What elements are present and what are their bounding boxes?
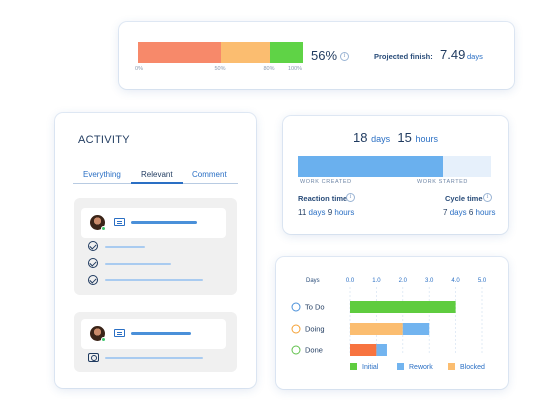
days-unit: days	[371, 134, 391, 144]
info-icon[interactable]: i	[483, 193, 492, 202]
legend-label: Blocked	[460, 364, 485, 371]
activity-card: ACTIVITY Everything Relevant Comment	[55, 113, 256, 388]
time-card: 18 days 15 hours WORK CREATED WORK START…	[283, 116, 508, 234]
info-icon[interactable]: i	[346, 193, 355, 202]
bar-blocked	[350, 344, 377, 356]
progress-tick: 100%	[287, 66, 303, 72]
category-label: To Do	[305, 303, 325, 312]
check-circle-icon	[88, 258, 98, 268]
active-tab-indicator	[131, 182, 183, 184]
activity-entry[interactable]	[74, 312, 237, 372]
days-value: 18	[353, 130, 368, 145]
cycle-hours: 6	[468, 208, 474, 217]
tab-relevant[interactable]: Relevant	[141, 170, 173, 179]
id-card-icon	[114, 329, 125, 337]
status-icon	[291, 345, 301, 355]
legend-label: Initial	[362, 364, 379, 371]
tab-comment[interactable]: Comment	[192, 170, 227, 179]
progress-bar	[138, 42, 303, 63]
reaction-days-unit: days	[308, 208, 326, 217]
online-status-dot	[101, 226, 106, 231]
info-icon[interactable]: i	[340, 52, 349, 61]
tab-everything[interactable]: Everything	[83, 170, 121, 179]
status-icon	[291, 302, 301, 312]
progress-segment-final	[270, 42, 303, 63]
camera-icon	[88, 353, 99, 362]
placeholder-line	[105, 246, 145, 248]
bar-rework	[376, 344, 387, 356]
x-axis-title: Days	[306, 278, 320, 284]
time-bar	[298, 156, 491, 177]
placeholder-line	[131, 332, 191, 335]
check-circle-icon	[88, 275, 98, 285]
reaction-time-label: Reaction time	[298, 194, 348, 203]
reaction-time-value: 11 days 9 hours	[298, 208, 354, 217]
online-status-dot	[101, 337, 106, 342]
progress-segment-middle	[220, 42, 270, 63]
chart-card: Days 0.0 1.0 2.0 3.0 4.0 5.0 To Do Doing Done Init…	[276, 257, 508, 389]
x-tick-label: 3.0	[425, 278, 434, 284]
x-tick-label: 5.0	[478, 278, 487, 284]
time-total: 18 days 15 hours	[283, 130, 508, 145]
reaction-days: 11	[298, 208, 307, 217]
cycle-days: 7	[443, 208, 448, 217]
activity-tabs: Everything Relevant Comment	[73, 167, 238, 184]
bar-blocked	[350, 323, 403, 335]
cycle-time-label: Cycle time	[445, 194, 483, 203]
cycle-days-unit: days	[449, 208, 467, 217]
placeholder-line	[105, 263, 171, 265]
category-label: Done	[305, 346, 323, 355]
x-tick-label: 1.0	[372, 278, 381, 284]
activity-entry-header	[81, 319, 226, 349]
x-tick-label: 0.0	[346, 278, 355, 284]
legend-label: Rework	[409, 364, 433, 371]
projected-finish-value: 7.49	[440, 47, 466, 62]
hours-unit: hours	[415, 134, 438, 144]
cycle-time-value: 7 days 6 hours	[443, 208, 496, 217]
progress-card: 0% 50% 80% 100% 56% i Projected finish: …	[119, 22, 514, 89]
hours-value: 15	[397, 130, 412, 145]
progress-tick: 80%	[263, 66, 275, 72]
status-icon	[291, 324, 301, 334]
progress-percent: 56%	[311, 48, 338, 63]
id-card-icon	[114, 218, 125, 226]
progress-segment-initial	[138, 42, 221, 63]
cycle-hours-unit: hours	[475, 208, 496, 217]
stacked-bar-chart: Days 0.0 1.0 2.0 3.0 4.0 5.0 To Do Doing Done Init…	[291, 278, 487, 371]
legend-swatch	[448, 363, 455, 370]
bar-rework	[402, 323, 430, 335]
progress-ticks: 0% 50% 80% 100%	[135, 66, 308, 76]
placeholder-line	[105, 357, 203, 359]
legend-swatch	[350, 363, 357, 370]
category-label: Doing	[305, 325, 325, 334]
placeholder-line	[105, 279, 203, 281]
x-tick-label: 2.0	[399, 278, 408, 284]
activity-entry[interactable]	[74, 198, 237, 295]
work-started-label: WORK STARTED	[417, 179, 468, 185]
reaction-hours-unit: hours	[334, 208, 355, 217]
x-tick-label: 4.0	[451, 278, 460, 284]
progress-tick: 50%	[214, 66, 226, 72]
projected-finish-unit: days	[467, 52, 483, 61]
activity-entry-header	[81, 208, 226, 238]
placeholder-line	[131, 221, 197, 224]
time-bar-fill	[298, 156, 443, 177]
work-created-label: WORK CREATED	[300, 179, 352, 185]
progress-tick: 0%	[135, 66, 143, 72]
legend-swatch	[397, 363, 404, 370]
bar-initial	[350, 301, 456, 313]
reaction-hours: 9	[327, 208, 333, 217]
activity-title: ACTIVITY	[78, 134, 130, 146]
projected-finish-label: Projected finish:	[374, 52, 433, 61]
check-circle-icon	[88, 241, 98, 251]
